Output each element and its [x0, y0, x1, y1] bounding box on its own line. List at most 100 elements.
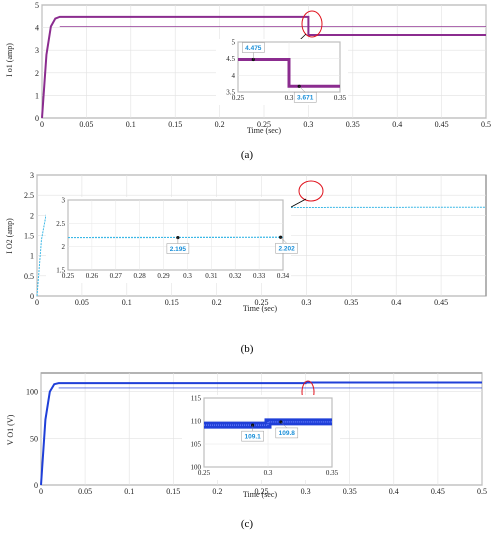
inset-y-tick-label: 2	[62, 243, 66, 251]
x-tick-label: 0.2	[212, 298, 222, 307]
y-tick-label: 3	[35, 46, 39, 55]
inset-x-tick-label: 0.25	[62, 272, 75, 280]
panel-a: 0 0.05 0.1 0.15 0.2 0.25 0.3 0.35 0.4 0.45 0.50123…	[5, 1, 491, 161]
y-tick-label: 100	[26, 388, 38, 397]
datatip-box	[242, 42, 265, 53]
inset-y-tick-label: 4.5	[226, 55, 235, 63]
inset-y-tick-label: 110	[191, 418, 202, 426]
y-tick-label: 2.5	[24, 191, 34, 200]
y-tick-label: 3	[30, 171, 34, 180]
x-tick-label: 0.05	[78, 487, 92, 496]
inset-x-tick-label: 0.31	[205, 272, 218, 280]
y-tick-label: 0	[30, 292, 34, 301]
inset-x-tick-label: 0.27	[110, 272, 123, 280]
datatip-label: 4.475	[245, 45, 262, 52]
x-tick-label: 0.25	[257, 120, 271, 129]
y-axis-label: I O2 (amp)	[5, 218, 14, 254]
x-tick-label: 0.15	[165, 298, 179, 307]
y-tick-label: 1	[30, 252, 34, 261]
zoom-highlight-ellipse	[301, 10, 323, 38]
inset-x-tick-label: 0.3	[183, 272, 192, 280]
x-tick-label: 0	[35, 298, 39, 307]
inset-x-tick-label: 0.33	[253, 272, 266, 280]
zoom-highlight-ellipse	[298, 180, 324, 202]
datatip-box	[293, 92, 317, 103]
x-tick-label: 0.3	[301, 487, 311, 496]
y-tick-label: 5	[35, 1, 39, 10]
x-axis-label: Time (sec)	[247, 126, 281, 135]
x-tick-label: 0.25	[255, 487, 269, 496]
inset-x-tick-label: 0.29	[157, 272, 170, 280]
y-tick-label: 1	[35, 91, 39, 100]
datatip-marker	[176, 235, 180, 240]
inset-y-tick-label: 3	[62, 197, 66, 205]
inset-y-tick-label: 1.5	[56, 267, 65, 275]
x-tick-label: 0.5	[481, 120, 491, 129]
x-tick-label: 0.5	[477, 487, 487, 496]
y-tick-label: 0	[35, 114, 39, 123]
datatip-box	[275, 242, 298, 254]
x-tick-label: 0.3	[303, 120, 313, 129]
datatip-label: 109.8	[279, 430, 296, 437]
x-tick-label: 0.1	[122, 298, 132, 307]
inset-series-ripple	[204, 421, 332, 426]
inset-x-tick-label: 0.35	[334, 94, 347, 102]
inset-y-tick-label: 5	[232, 39, 236, 47]
y-axis-label: I o1 (amp)	[5, 43, 14, 77]
x-tick-label: 0.35	[346, 120, 360, 129]
inset-y-tick-label: 115	[191, 395, 202, 403]
y-tick-label: 2	[30, 211, 34, 220]
panel-caption: (a)	[241, 149, 254, 161]
series-line	[40, 381, 482, 486]
x-tick-label: 0.05	[75, 298, 89, 307]
x-tick-label: 0.25	[255, 298, 269, 307]
x-tick-label: 0.45	[431, 487, 445, 496]
datatip-box	[275, 427, 299, 439]
x-tick-label: 0.35	[343, 487, 357, 496]
x-tick-label: 0	[39, 487, 43, 496]
x-axis-label: Time (sec)	[243, 304, 277, 313]
inset-y-tick-label: 2.5	[56, 220, 65, 228]
panel-c: 0 0.05 0.1 0.15 0.2 0.25 0.3 0.35 0.4 0.45 0.5 0 50 1…	[6, 372, 487, 530]
panel-caption: (c)	[241, 518, 254, 530]
datatip-label: 2.195	[170, 246, 187, 253]
inset: 0.25 0.26 0.27 0.28 0.29 0.3 0.31 0.32 0.33 0.34 1…	[46, 197, 298, 283]
y-axis-label: V O1 (V)	[6, 414, 15, 445]
inset-x-tick-label: 0.26	[86, 272, 99, 280]
panel-caption: (b)	[241, 343, 254, 355]
x-tick-label: 0.4	[392, 120, 402, 129]
inset-x-tick-label: 0.3	[264, 469, 273, 477]
y-tick-label: 4	[35, 24, 39, 33]
inset-plot-area	[67, 199, 284, 271]
x-tick-label: 0.4	[389, 487, 399, 496]
x-tick-label: 0.1	[124, 487, 134, 496]
x-tick-label: 0.15	[168, 120, 182, 129]
x-tick-label: 0.4	[391, 298, 401, 307]
datatip-label: 109.1	[244, 433, 261, 440]
x-tick-label: 0.1	[126, 120, 136, 129]
inset-x-tick-label: 0.25	[198, 469, 211, 477]
inset: 0.25 0.3 0.35 3.5 4 4.5 5 4.475 3.671	[216, 39, 348, 105]
inset-y-tick-label: 100	[191, 464, 202, 472]
y-tick-label: 50	[30, 434, 38, 443]
inset-y-tick-label: 105	[191, 441, 202, 449]
inset-series-line	[238, 58, 340, 88]
y-tick-label: 1.5	[24, 232, 34, 241]
y-tick-label: 0	[34, 481, 38, 490]
y-tick-label: 0.5	[24, 272, 34, 281]
datatip-leader	[280, 421, 287, 429]
inset: 0.25 0.3 0.35 100 105 110 115 109.1 109.8	[182, 395, 340, 480]
datatip-label: 3.671	[297, 95, 314, 102]
y-tick-label: 2	[35, 69, 39, 78]
x-tick-label: 0.45	[434, 298, 448, 307]
x-tick-label: 0.05	[79, 120, 93, 129]
inset-y-tick-label: 4	[232, 72, 236, 80]
datatip-box	[241, 430, 264, 442]
x-tick-label: 0	[40, 120, 44, 129]
datatip-box	[166, 243, 190, 254]
datatip-leader	[280, 237, 287, 244]
inset-x-tick-label: 0.34	[277, 272, 290, 280]
x-tick-label: 0.2	[215, 120, 225, 129]
inset-y-tick-label: 3.5	[226, 89, 235, 97]
